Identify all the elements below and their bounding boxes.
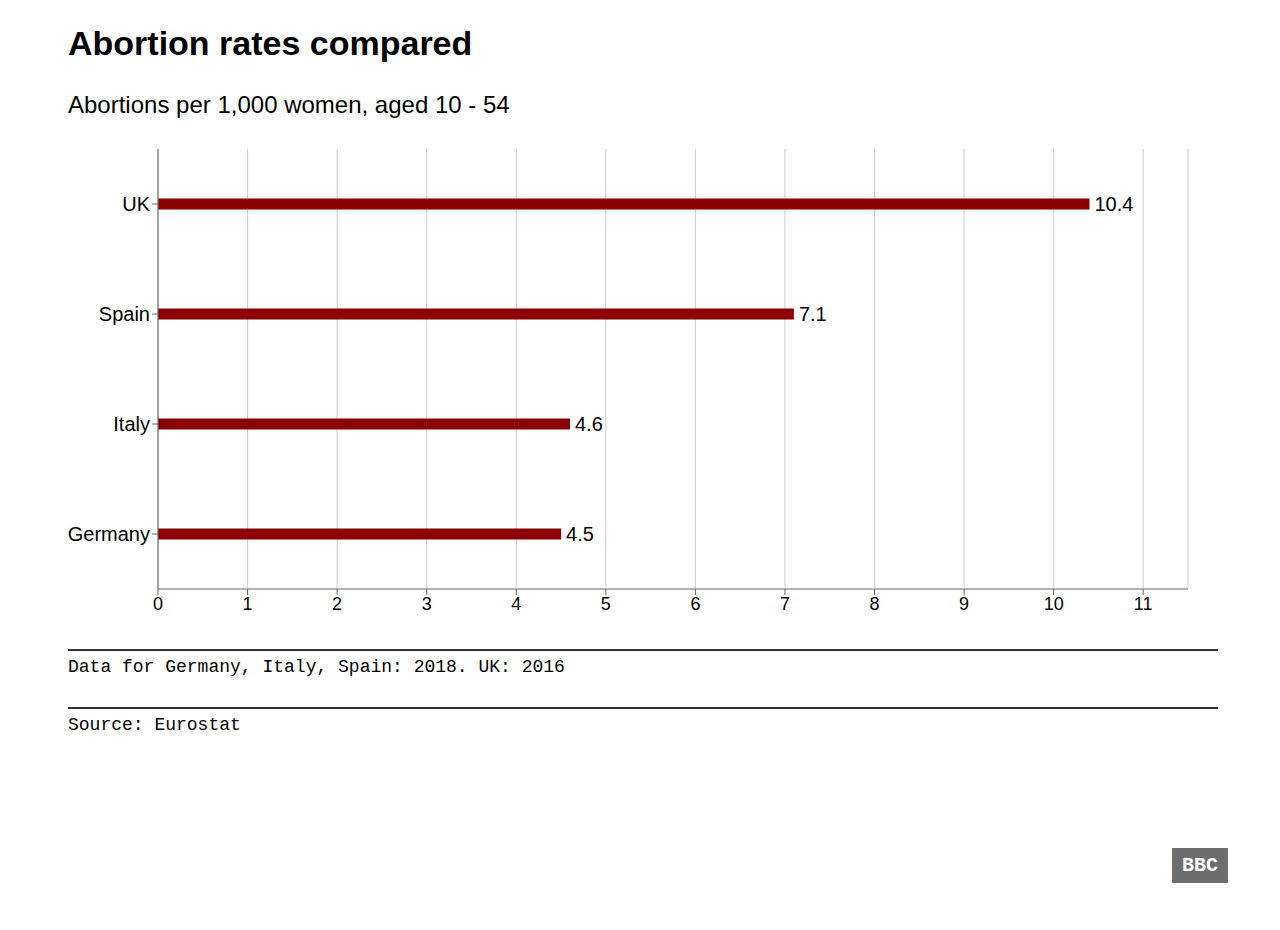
- svg-text:7: 7: [780, 594, 790, 614]
- html-text:Data for Germany, Italy, Spain: Data for Germany, Italy, Spain: 2018. UK…: [68, 657, 565, 677]
- svg-text:6: 6: [690, 594, 700, 614]
- svg-text:4.5: 4.5: [566, 523, 594, 545]
- svg-text:10: 10: [1044, 594, 1064, 614]
- svg-text:4.6: 4.6: [575, 413, 603, 435]
- svg-text:3: 3: [422, 594, 432, 614]
- svg-text:11: 11: [1134, 594, 1153, 614]
- svg-text:UK: UK: [122, 193, 150, 215]
- svg-text:2: 2: [332, 594, 342, 614]
- svg-text:Germany: Germany: [68, 523, 150, 545]
- svg-text:9: 9: [959, 594, 969, 614]
- svg-text:10.4: 10.4: [1094, 193, 1133, 215]
- svg-text:1: 1: [243, 594, 253, 614]
- svg-text:4: 4: [511, 594, 521, 614]
- svg-text:Spain: Spain: [99, 303, 150, 325]
- html-text:Source: Eurostat: Source: Eurostat: [68, 715, 241, 735]
- html-text:Abortions per 1,000 women, age: Abortions per 1,000 women, aged 10 - 54: [68, 91, 510, 118]
- svg-text:0: 0: [153, 594, 163, 614]
- svg-text:Italy: Italy: [113, 413, 150, 435]
- svg-text:7.1: 7.1: [799, 303, 827, 325]
- html-text:BBC: BBC: [1182, 854, 1218, 877]
- html-text:Abortion rates compared: Abortion rates compared: [68, 24, 473, 62]
- svg-text:5: 5: [601, 594, 611, 614]
- svg-text:8: 8: [870, 594, 880, 614]
